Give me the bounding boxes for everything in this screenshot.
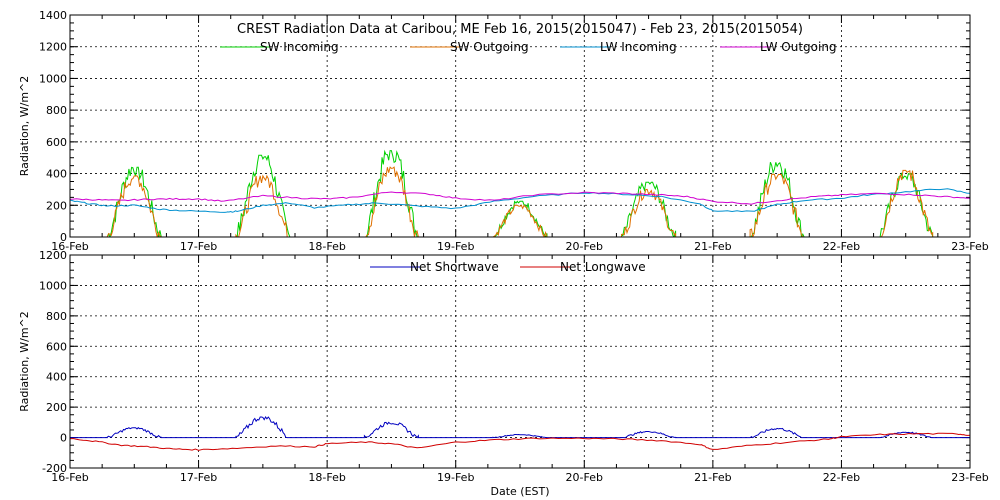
- x-tick-label: 18-Feb: [308, 240, 345, 253]
- legend-label: LW Outgoing: [760, 40, 837, 54]
- plot-frame: [69, 254, 971, 469]
- series-line-lw-outgoing: [70, 191, 970, 205]
- y-axis-label: Radiation, W/m^2: [18, 76, 31, 177]
- x-tick-label: 22-Feb: [823, 471, 860, 484]
- x-tick-label: 19-Feb: [437, 240, 474, 253]
- y-tick-label: 1000: [39, 72, 67, 85]
- x-tick-label: 17-Feb: [180, 240, 217, 253]
- x-tick-label: 18-Feb: [308, 471, 345, 484]
- legend-label: Net Shortwave: [410, 260, 499, 274]
- y-tick-label: 400: [46, 168, 67, 181]
- series-line-sw-outgoing: [70, 166, 970, 237]
- x-tick-label: 20-Feb: [566, 240, 603, 253]
- plot-frame: [69, 14, 971, 238]
- y-tick-label: 1000: [39, 279, 67, 292]
- y-tick-label: 1200: [39, 41, 67, 54]
- y-tick-label: -200: [42, 462, 67, 475]
- lower-panel: -200 0 200 400 600 800 1000 1200 16-Feb 17-Feb 18-…: [18, 249, 989, 498]
- legend-label: SW Incoming: [260, 40, 339, 54]
- series-line-lw-incoming: [70, 188, 970, 213]
- y-tick-label: 1400: [39, 9, 67, 22]
- upper-panel: 0 200 400 600 800 1000 1200 1400 16-Feb 17-Feb 18-…: [18, 9, 989, 253]
- x-tick-label: 20-Feb: [566, 471, 603, 484]
- x-tick-label: 16-Feb: [51, 240, 88, 253]
- y-tick-label: 800: [46, 310, 67, 323]
- series-line-net-shortwave: [70, 416, 970, 439]
- x-tick-label: 17-Feb: [180, 471, 217, 484]
- x-tick-label: 21-Feb: [694, 240, 731, 253]
- x-tick-label: 16-Feb: [51, 471, 88, 484]
- x-tick-label: 23-Feb: [951, 471, 988, 484]
- series-line-net-longwave: [70, 432, 970, 451]
- y-tick-label: 200: [46, 199, 67, 212]
- legend-label: SW Outgoing: [450, 40, 529, 54]
- y-tick-label: 0: [60, 432, 67, 445]
- chart-title: CREST Radiation Data at Caribou, ME Feb …: [237, 22, 803, 37]
- y-axis-label: Radiation, W/m^2: [18, 311, 31, 412]
- series-line-sw-incoming: [70, 149, 970, 237]
- x-tick-label: 21-Feb: [694, 471, 731, 484]
- y-tick-label: 200: [46, 401, 67, 414]
- x-axis-label: Date (EST): [490, 485, 549, 498]
- legend-label: LW Incoming: [600, 40, 677, 54]
- x-tick-label: 22-Feb: [823, 240, 860, 253]
- y-tick-label: 0: [60, 231, 67, 244]
- x-tick-label: 23-Feb: [951, 240, 988, 253]
- y-tick-label: 800: [46, 104, 67, 117]
- x-tick-label: 19-Feb: [437, 471, 474, 484]
- y-tick-label: 1200: [39, 249, 67, 262]
- legend-label: Net Longwave: [560, 260, 646, 274]
- y-tick-label: 400: [46, 371, 67, 384]
- y-tick-label: 600: [46, 340, 67, 353]
- y-tick-label: 600: [46, 136, 67, 149]
